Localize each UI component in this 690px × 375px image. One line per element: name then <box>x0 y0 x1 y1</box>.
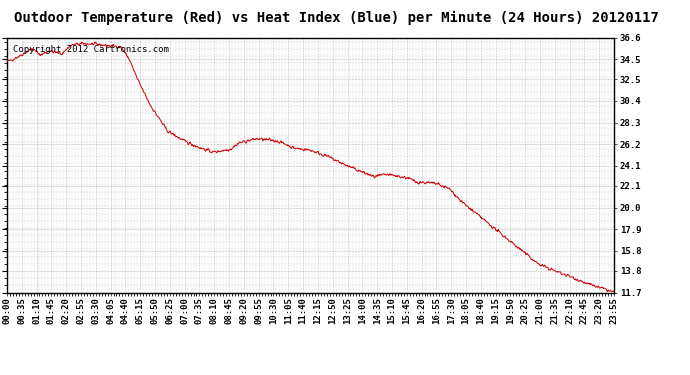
Text: Outdoor Temperature (Red) vs Heat Index (Blue) per Minute (24 Hours) 20120117: Outdoor Temperature (Red) vs Heat Index … <box>14 11 659 26</box>
Text: Copyright 2012 Cartronics.com: Copyright 2012 Cartronics.com <box>13 45 169 54</box>
